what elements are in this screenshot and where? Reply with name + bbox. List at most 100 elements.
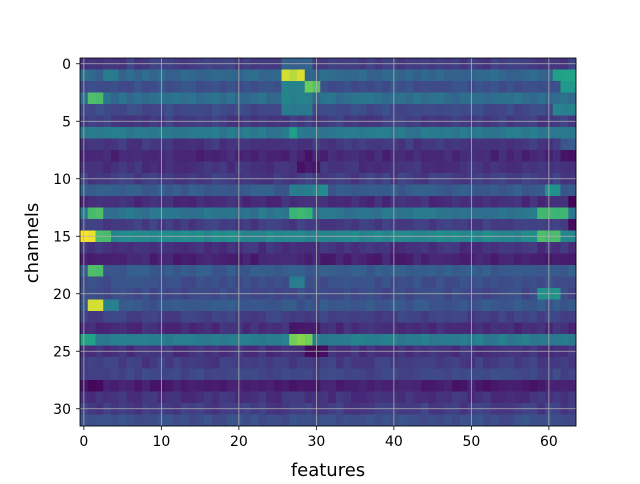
heatmap-cell bbox=[351, 380, 360, 392]
heatmap-cell bbox=[149, 299, 158, 312]
heatmap-cell bbox=[118, 368, 127, 381]
heatmap-cell bbox=[149, 311, 158, 323]
heatmap-cell bbox=[126, 92, 135, 105]
heatmap-cell bbox=[297, 311, 306, 323]
heatmap-cell bbox=[397, 92, 406, 105]
heatmap-cell bbox=[428, 276, 437, 289]
heatmap-cell bbox=[227, 127, 236, 139]
heatmap-cell bbox=[258, 368, 267, 381]
heatmap-cell bbox=[351, 253, 360, 266]
y-tick-label: 5 bbox=[62, 114, 71, 130]
heatmap-cell bbox=[382, 391, 391, 404]
heatmap-cell bbox=[421, 81, 430, 93]
heatmap-cell bbox=[219, 368, 228, 381]
heatmap-cell bbox=[483, 334, 492, 346]
heatmap-cell bbox=[211, 138, 220, 151]
heatmap-cell bbox=[452, 322, 461, 335]
heatmap-cell bbox=[397, 265, 406, 277]
heatmap-cell bbox=[103, 184, 112, 197]
heatmap-cell bbox=[529, 311, 538, 323]
heatmap-cell bbox=[180, 104, 189, 116]
heatmap-cell bbox=[204, 391, 213, 404]
heatmap-cell bbox=[374, 322, 383, 335]
heatmap-cell bbox=[204, 219, 213, 231]
heatmap-cell bbox=[568, 311, 577, 323]
heatmap-cell bbox=[188, 219, 197, 231]
heatmap-cell bbox=[304, 357, 313, 369]
heatmap-cell bbox=[413, 380, 422, 392]
heatmap-cell bbox=[397, 219, 406, 231]
heatmap-cell bbox=[568, 414, 577, 427]
heatmap-cell bbox=[498, 161, 507, 174]
heatmap-cell bbox=[413, 196, 422, 208]
heatmap-cell bbox=[560, 207, 569, 220]
heatmap-cell bbox=[483, 276, 492, 289]
heatmap-cell bbox=[382, 219, 391, 231]
heatmap-cell bbox=[413, 127, 422, 139]
heatmap-cell bbox=[188, 104, 197, 116]
heatmap-cell bbox=[335, 322, 344, 335]
heatmap-cell bbox=[506, 299, 515, 312]
heatmap-cell bbox=[343, 104, 352, 116]
heatmap-cell bbox=[180, 265, 189, 277]
heatmap-cell bbox=[397, 380, 406, 392]
heatmap-cell bbox=[95, 265, 104, 277]
heatmap-cell bbox=[180, 322, 189, 335]
heatmap-cell bbox=[436, 219, 445, 231]
heatmap-cell bbox=[537, 380, 546, 392]
heatmap-cell bbox=[382, 150, 391, 162]
heatmap-cell bbox=[521, 391, 530, 404]
heatmap-cell bbox=[529, 368, 538, 381]
heatmap-cell bbox=[289, 138, 298, 151]
heatmap-cell bbox=[366, 161, 375, 174]
heatmap-cell bbox=[111, 357, 120, 369]
heatmap-cell bbox=[103, 150, 112, 162]
heatmap-cell bbox=[436, 69, 445, 82]
heatmap-cell bbox=[304, 207, 313, 220]
heatmap-cell bbox=[211, 276, 220, 289]
heatmap-cell bbox=[273, 242, 282, 254]
heatmap-cell bbox=[95, 357, 104, 369]
heatmap-cell bbox=[165, 357, 174, 369]
heatmap-cell bbox=[568, 391, 577, 404]
heatmap-cell bbox=[188, 391, 197, 404]
heatmap-cell bbox=[568, 138, 577, 151]
heatmap-cell bbox=[537, 242, 546, 254]
heatmap-cell bbox=[227, 242, 236, 254]
heatmap-cell bbox=[180, 92, 189, 105]
heatmap-cell bbox=[118, 276, 127, 289]
heatmap-cell bbox=[304, 242, 313, 254]
heatmap-cell bbox=[506, 414, 515, 427]
heatmap-cell bbox=[459, 219, 468, 231]
heatmap-cell bbox=[142, 127, 151, 139]
heatmap-cell bbox=[560, 92, 569, 105]
heatmap-cell bbox=[95, 334, 104, 346]
heatmap-cell bbox=[126, 207, 135, 220]
heatmap-cell bbox=[111, 391, 120, 404]
heatmap-cell bbox=[459, 265, 468, 277]
heatmap-cell bbox=[382, 184, 391, 197]
heatmap-cell bbox=[289, 391, 298, 404]
heatmap-cell bbox=[452, 414, 461, 427]
heatmap-cell bbox=[134, 138, 143, 151]
heatmap-cell bbox=[382, 92, 391, 105]
heatmap-cell bbox=[211, 334, 220, 346]
heatmap-cell bbox=[366, 150, 375, 162]
heatmap-cell bbox=[126, 127, 135, 139]
heatmap-cell bbox=[111, 127, 120, 139]
heatmap-cell bbox=[111, 138, 120, 151]
heatmap-cell bbox=[335, 357, 344, 369]
heatmap-cell bbox=[374, 81, 383, 93]
heatmap-cell bbox=[475, 242, 484, 254]
heatmap-cell bbox=[506, 92, 515, 105]
heatmap-cell bbox=[304, 219, 313, 231]
heatmap-cell bbox=[521, 265, 530, 277]
heatmap-cell bbox=[242, 334, 251, 346]
heatmap-cell bbox=[537, 81, 546, 93]
heatmap-cell bbox=[95, 414, 104, 427]
heatmap-cell bbox=[297, 380, 306, 392]
heatmap-cell bbox=[521, 299, 530, 312]
heatmap-cell bbox=[289, 127, 298, 139]
heatmap-cell bbox=[498, 265, 507, 277]
heatmap-cell bbox=[343, 322, 352, 335]
